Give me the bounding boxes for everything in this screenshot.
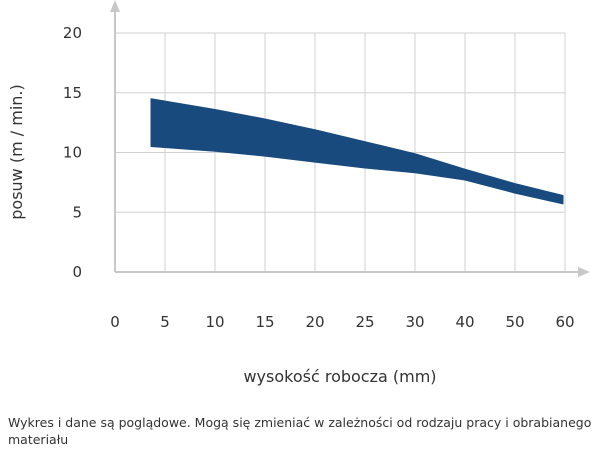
x-tick-label: 25	[355, 313, 374, 331]
y-tick-label: 5	[72, 203, 82, 221]
y-axis-arrow	[110, 0, 120, 12]
x-axis-arrow	[578, 267, 590, 277]
x-tick-label: 30	[405, 313, 424, 331]
x-axis-label: wysokość robocza (mm)	[243, 367, 436, 386]
y-tick-labels: 0 5 10 15 20	[63, 24, 82, 281]
x-tick-label: 10	[205, 313, 224, 331]
x-tick-label: 0	[110, 313, 120, 331]
x-tick-labels: 0 5 10 15 20 25 30 40 50 60	[110, 313, 574, 331]
series-band	[150, 98, 564, 205]
axes	[110, 0, 590, 277]
series-band-group	[150, 98, 564, 205]
disclaimer-note: Wykres i dane są poglądowe. Mogą się zmi…	[8, 415, 592, 447]
chart: 0 5 10 15 20 25 30 40 50 60 0 5 10 15 20 wysokość rob…	[7, 0, 590, 386]
x-tick-label: 40	[455, 313, 474, 331]
x-tick-label: 50	[505, 313, 524, 331]
y-tick-label: 20	[63, 24, 82, 42]
x-tick-label: 5	[160, 313, 170, 331]
y-tick-label: 0	[72, 263, 82, 281]
x-tick-label: 15	[255, 313, 274, 331]
x-tick-label: 60	[555, 313, 574, 331]
y-tick-label: 10	[63, 144, 82, 162]
y-tick-label: 15	[63, 84, 82, 102]
y-axis-label: posuw (m / min.)	[7, 84, 26, 219]
grid	[115, 32, 566, 272]
x-tick-label: 20	[305, 313, 324, 331]
